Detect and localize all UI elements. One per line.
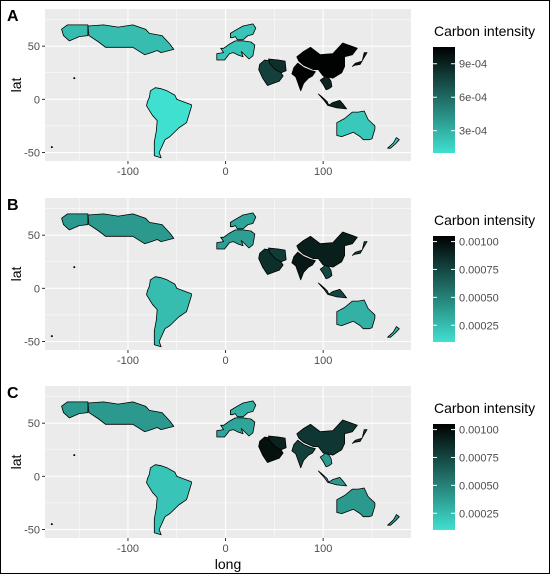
region-south-america [146,276,192,348]
x-tick-label: -100 [117,543,139,555]
legend-colorbar [433,47,455,153]
panel-a: -100 0 100 -50 0 50 lat A Carbon intensity 3e-04 6… [7,8,535,178]
region-china [296,42,358,79]
x-tick-label: 0 [222,166,228,178]
x-tick-label: 0 [222,543,228,555]
region-iran [268,247,287,263]
x-axis-title: long [215,556,241,572]
legend-tick-label: 9e-04 [459,59,487,71]
region-canada [87,24,175,56]
region-alaska [61,24,89,42]
region-australia [336,487,376,518]
region-india [291,439,316,469]
legend-tick-label: 0.00100 [459,425,499,437]
legend: Carbon intensity 3e-04 6e-04 9e-04 [433,23,535,153]
y-tick-label: 50 [28,418,40,430]
legend-title: Carbon intensity [434,400,535,416]
island-dot [50,523,53,526]
y-tick-label: 50 [28,41,40,53]
legend-tick-label: 0.00100 [459,237,499,249]
region-europe [216,40,256,61]
legend-tick-label: 3e-04 [459,126,487,138]
legend-tick-label: 0.00050 [459,292,499,304]
panel-label: A [7,8,19,25]
region-australia [336,110,376,141]
region-indonesia [317,470,347,487]
panel-c: -100 0 100 -50 0 50 lat long C Carbon intensity 0.… [7,385,535,572]
region-indonesia [317,282,347,299]
region-scandinavia [230,23,257,41]
legend-tick-label: 0.00075 [459,452,499,464]
y-tick-label: -50 [24,524,40,536]
region-scandinavia [230,400,257,418]
island-dot [73,454,76,457]
legend-tick-label: 0.00075 [459,264,499,276]
region-canada [87,213,175,245]
y-tick-label: -50 [24,147,40,159]
region-alaska [61,213,89,231]
region-japan [352,241,368,256]
region-south-america [146,87,192,159]
region-india [291,62,316,92]
region-southeast-asia [319,264,333,280]
region-southeast-asia [319,452,333,468]
region-china [296,419,358,456]
y-axis-title: lat [8,267,24,282]
x-tick-label: -100 [117,166,139,178]
region-alaska [61,401,89,419]
region-south-america [146,464,192,536]
panel-b: -100 0 100 -50 0 50 lat B Carbon intensity 0.0002… [7,197,535,367]
x-tick-label: 100 [314,355,332,367]
legend-colorbar [433,424,455,530]
region-iran [268,435,287,451]
y-tick-label: -50 [24,336,40,348]
x-tick-label: 100 [314,166,332,178]
x-tick-label: -100 [117,355,139,367]
legend-title: Carbon intensity [434,212,535,228]
y-tick-label: 0 [34,471,40,483]
legend-tick-label: 0.00025 [459,320,499,332]
x-tick-label: 0 [222,355,228,367]
region-europe [216,229,256,250]
y-axis-title: lat [8,78,24,93]
legend-colorbar [433,236,455,342]
region-canada [87,401,175,433]
region-new-zealand [387,514,400,526]
panel-label: C [7,385,19,402]
region-china [296,231,358,268]
x-tick-label: 100 [314,543,332,555]
y-tick-label: 0 [34,94,40,106]
legend-title: Carbon intensity [434,23,535,39]
region-japan [352,429,368,444]
island-dot [73,266,76,269]
y-axis-title: lat [8,455,24,470]
legend: Carbon intensity 0.00025 0.00050 0.00075 0.0… [433,212,535,342]
y-tick-label: 50 [28,230,40,242]
island-dot [50,146,53,149]
region-india [291,251,316,281]
region-new-zealand [387,137,400,149]
region-scandinavia [230,212,257,230]
legend: Carbon intensity 0.00025 0.00050 0.00075 0.0… [433,400,535,530]
region-australia [336,299,376,330]
island-dot [73,77,76,80]
legend-tick-label: 6e-04 [459,92,487,104]
y-tick-label: 0 [34,283,40,295]
region-southeast-asia [319,75,333,91]
island-dot [50,335,53,338]
region-japan [352,52,368,67]
legend-tick-label: 0.00050 [459,480,499,492]
legend-tick-label: 0.00025 [459,508,499,520]
region-new-zealand [387,326,400,338]
region-indonesia [317,93,347,110]
region-europe [216,417,256,438]
panel-label: B [7,197,19,214]
region-iran [268,58,287,74]
